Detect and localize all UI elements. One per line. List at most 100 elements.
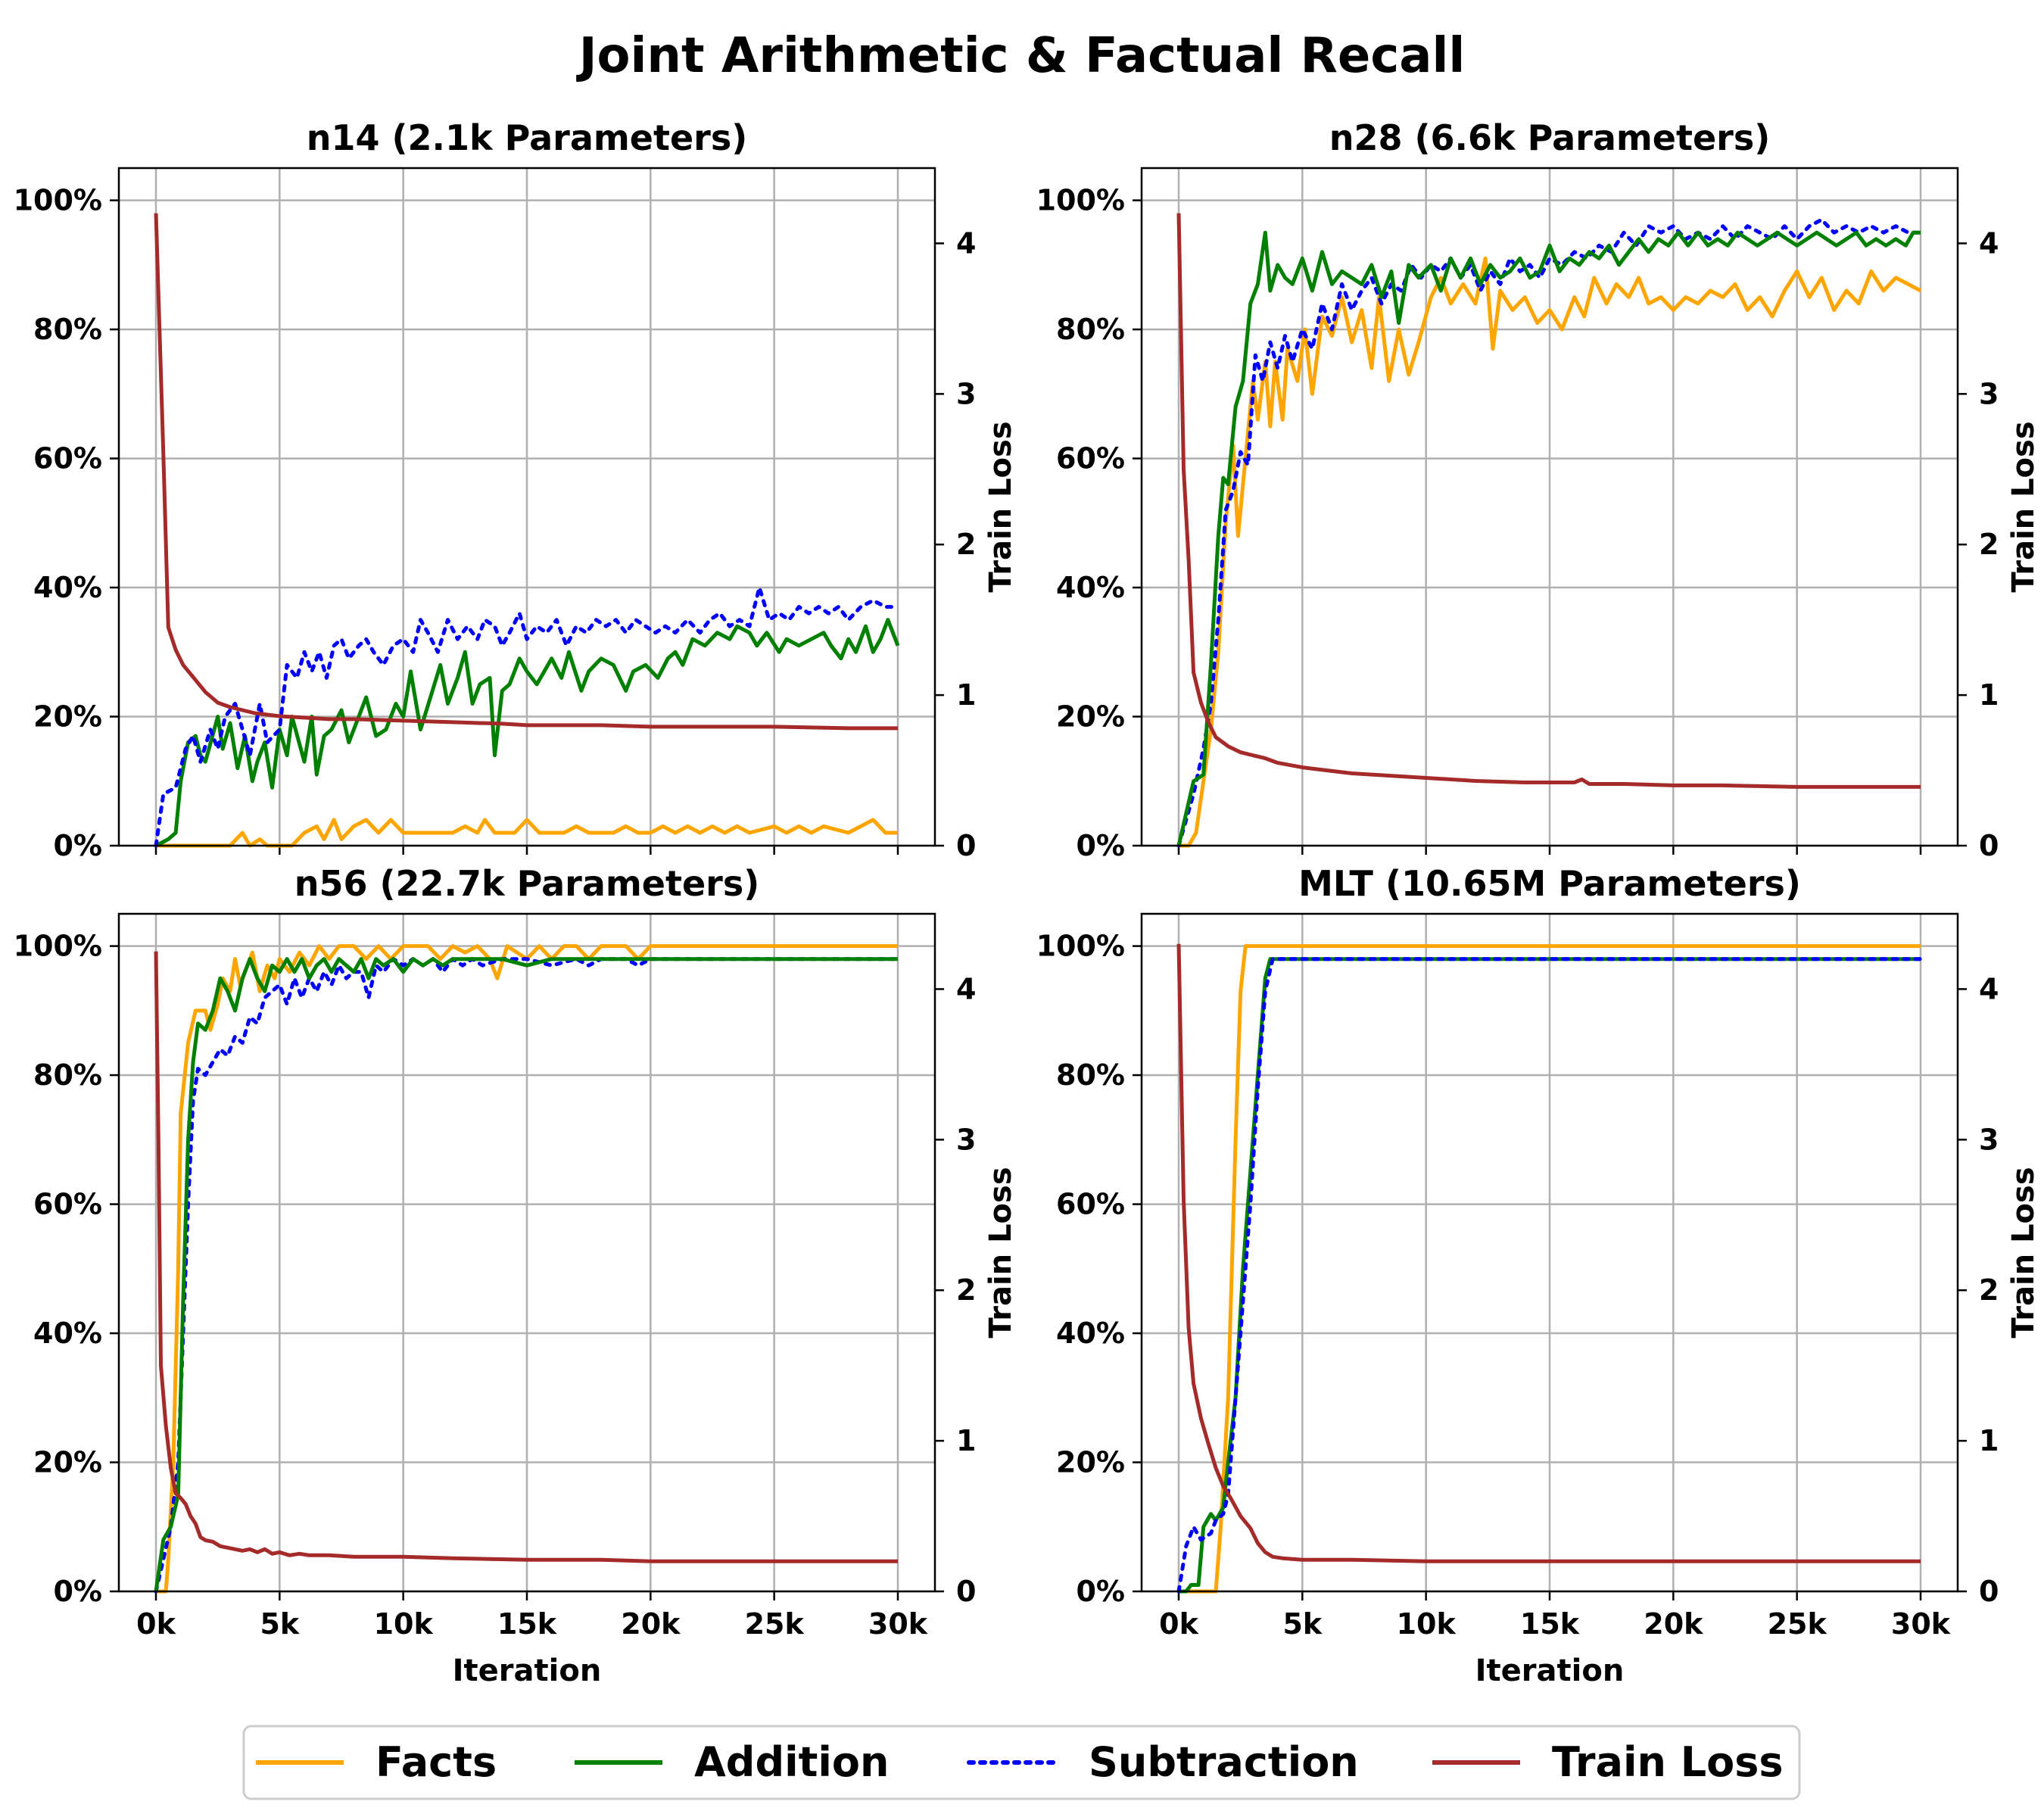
series-line-train-loss [154,951,898,1563]
y2-tick-label: 4 [1979,226,1999,260]
y-tick-label: 100% [14,930,102,963]
legend-label: Addition [694,1738,889,1786]
y-tick-label: 100% [14,184,102,217]
y-tick-label: 0% [53,1575,102,1608]
x-tick-label: 30k [868,1607,928,1641]
series-group [154,213,900,848]
series-group [1176,213,1923,848]
y2-tick-label: 2 [1979,528,1999,561]
y2-axis-label: Train Loss [983,1167,1018,1338]
series-line-facts [156,818,898,848]
y-tick-label: 60% [1056,442,1125,475]
y-tick-label: 40% [1056,571,1125,604]
x-tick-label: 15k [497,1607,557,1641]
y-tick-label: 80% [33,313,102,346]
y-tick-label: 40% [33,571,102,604]
series-line-addition [154,618,900,848]
y2-axis-label: Train Loss [983,421,1018,592]
y2-axis-label: Train Loss [2006,1167,2041,1338]
y-tick-label: 20% [33,700,102,734]
x-tick-label: 5k [1282,1607,1322,1641]
y2-tick-label: 4 [1979,972,1999,1005]
y-tick-label: 0% [1076,829,1125,862]
x-tick-label: 10k [1397,1607,1457,1641]
x-axis-label: Iteration [453,1653,602,1688]
series-line-train-loss [1176,943,1921,1563]
legend: Facts Addition Subtraction Train Loss [242,1725,1801,1800]
y2-tick-label: 2 [956,528,976,561]
y-tick-label: 60% [1056,1188,1125,1221]
y2-tick-label: 1 [956,1424,976,1457]
x-tick-label: 20k [1644,1607,1703,1641]
series-line-addition [1176,230,1921,846]
y2-tick-label: 2 [956,1273,976,1307]
y2-tick-label: 0 [956,1575,976,1608]
y-tick-label: 20% [33,1446,102,1479]
y2-tick-label: 4 [956,972,976,1005]
x-tick-label: 10k [374,1607,434,1641]
series-line-subtraction [1176,217,1923,848]
x-tick-label: 0k [136,1607,176,1641]
chart-panels: n14 (2.1k Parameters)0%20%40%60%80%100%0… [14,117,2041,1688]
y2-tick-label: 1 [1979,1424,1999,1457]
panel-title: n14 (2.1k Parameters) [307,117,748,158]
y2-tick-label: 3 [956,1123,976,1156]
series-line-addition [154,957,898,1592]
series-line-train-loss [1176,213,1921,789]
y2-tick-label: 1 [956,678,976,712]
y-tick-label: 20% [1056,1446,1125,1479]
plot-frame [117,912,936,1593]
y-tick-label: 0% [1076,1575,1125,1608]
series-group [154,944,900,1594]
y-tick-label: 60% [33,442,102,475]
x-tick-label: 0k [1159,1607,1198,1641]
plot-frame [117,167,936,847]
y2-tick-label: 0 [1979,829,1999,862]
chart-panel-1: n28 (6.6k Parameters) 0% 20% 40% 60% 80% 100% 0… [1036,117,2041,862]
y-tick-label: 0% [53,829,102,862]
figure-title: Joint Arithmetic & Factual Recall [576,28,1466,84]
x-axis-label: Iteration [1475,1653,1625,1688]
series-line-subtraction [154,585,900,848]
y-tick-label: 80% [1056,313,1125,346]
y2-tick-label: 0 [956,829,976,862]
panel-title: MLT (10.65M Parameters) [1298,863,1801,904]
y-tick-label: 80% [33,1058,102,1092]
legend-label: Facts [375,1738,497,1786]
plot-frame [1140,167,1959,847]
y-tick-label: 40% [33,1317,102,1350]
y2-tick-label: 0 [1979,1575,1999,1608]
chart-panel-0: n14 (2.1k Parameters) 0% 20% 40% 60% 80% 100% 0… [14,117,1018,862]
y2-tick-label: 4 [956,226,976,260]
chart-panel-3: MLT (10.65M Parameters) 0k 5k 10k 15k 20k 25k 3… [1036,863,2041,1688]
x-tick-label: 20k [621,1607,681,1641]
plot-frame [1140,912,1959,1593]
series-line-facts [1179,944,1921,1594]
y2-tick-label: 3 [1979,1123,1999,1156]
legend-label: Subtraction [1089,1738,1359,1786]
chart-panel-2: n56 (22.7k Parameters)0k 5k 10k 15k 20k 25k 30… [14,863,1018,1688]
y-tick-label: 20% [1056,700,1125,734]
legend-label: Train Loss [1552,1738,1784,1786]
y2-tick-label: 2 [1979,1273,1999,1307]
panel-title: n28 (6.6k Parameters) [1329,117,1771,158]
y2-tick-label: 1 [1979,678,1999,712]
x-tick-label: 15k [1520,1607,1580,1641]
series-group [1176,943,1923,1594]
legend-frame [242,1725,1801,1800]
y2-tick-label: 3 [1979,377,1999,410]
x-tick-label: 30k [1891,1607,1951,1641]
y-tick-label: 100% [1036,930,1125,963]
y-tick-label: 60% [33,1188,102,1221]
y2-axis-label: Train Loss [2006,421,2041,592]
y-tick-label: 40% [1056,1317,1125,1350]
series-line-subtraction [154,957,900,1594]
x-tick-label: 5k [260,1607,299,1641]
x-tick-label: 25k [1768,1607,1827,1641]
y2-tick-label: 3 [956,377,976,410]
y-tick-label: 80% [1056,1058,1125,1092]
x-tick-label: 25k [745,1607,805,1641]
y-tick-label: 100% [1036,184,1125,217]
